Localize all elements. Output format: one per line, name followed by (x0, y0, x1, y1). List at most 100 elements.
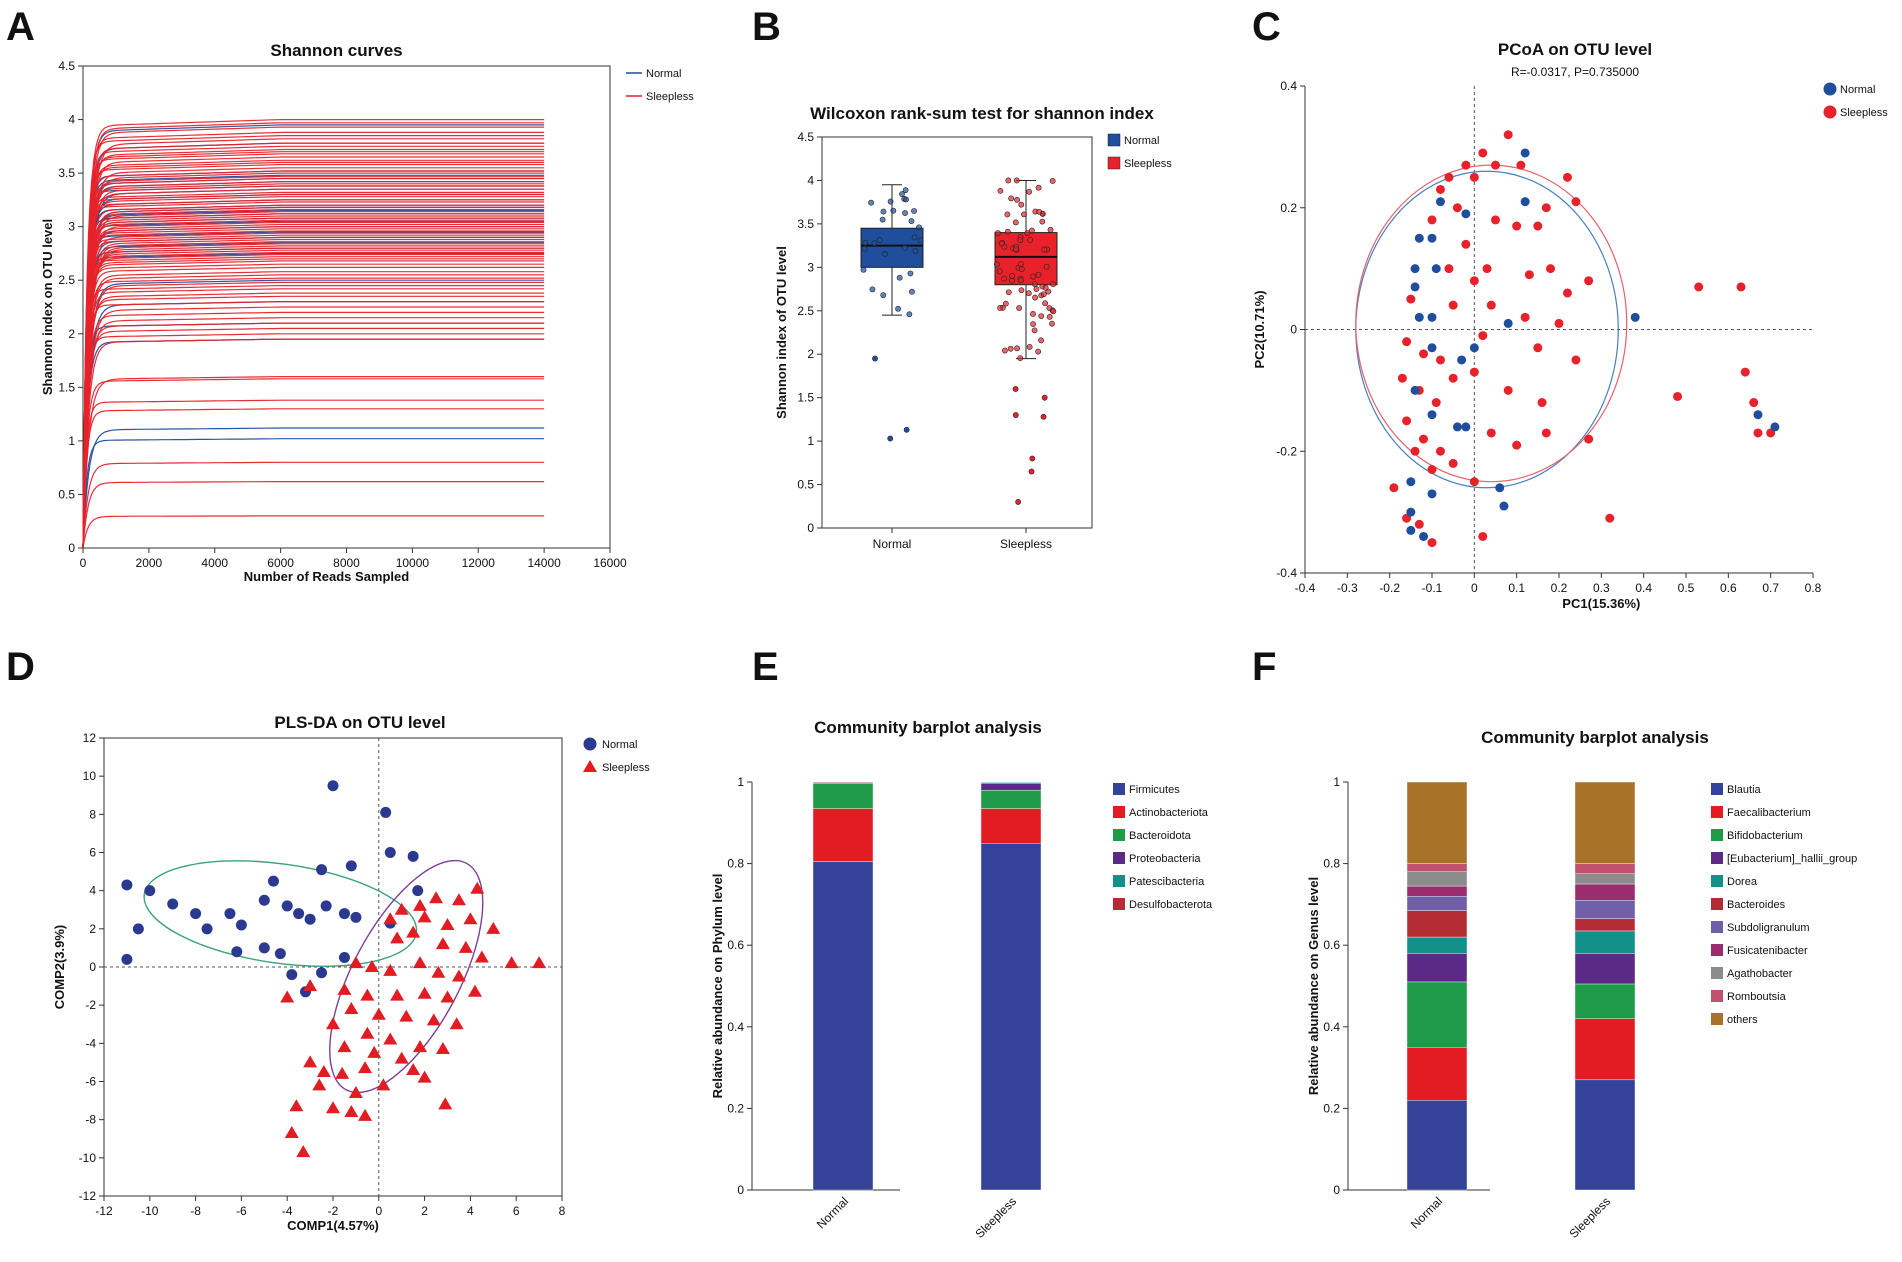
panel-d-point-sleepless (417, 910, 432, 923)
panel-b-outlier-sleepless (1012, 412, 1019, 418)
panel-a-curve-sleepless (82, 243, 545, 549)
panel-d-point-normal (412, 885, 424, 897)
panel-a-legend-label-normal: Normal (646, 68, 681, 80)
panel-d-point-normal (121, 879, 133, 891)
panel-b-ytick-label: 0.5 (797, 478, 814, 492)
panel-a-curve-sleepless (82, 177, 545, 549)
panel-d-point-sleepless (348, 956, 363, 969)
panel-d-point-sleepless (431, 965, 446, 978)
panel-c-point-normal (1431, 264, 1441, 274)
panel-d-point-normal (121, 953, 133, 965)
panel-d-point-sleepless (413, 956, 428, 969)
panel-d-xtick-label: -8 (190, 1204, 201, 1218)
panel-d-point-normal (293, 908, 305, 920)
panel-f-bar-segment (1574, 873, 1636, 885)
panel-b-point-sleepless (997, 187, 1004, 194)
panel-c-point-normal (1461, 422, 1471, 432)
panel-d-point-sleepless (417, 986, 432, 999)
panel-d-ytick-label: 10 (83, 769, 97, 783)
panel-b-point-sleepless (1040, 291, 1047, 298)
panel-c-point-sleepless (1605, 513, 1615, 523)
panel-b-point-normal (911, 208, 917, 214)
panel-e-bar-segment (980, 843, 1042, 1191)
panel-c-point-sleepless (1469, 172, 1479, 182)
panel-e-ytick-label: 1 (737, 775, 744, 789)
panel-f-bar-segment (1406, 1046, 1468, 1101)
panel-b-outlier-sleepless (1015, 499, 1022, 505)
panel-f-bar-segment (1406, 896, 1468, 911)
panel-d-xtick-label: 2 (421, 1204, 428, 1218)
panel-a-curve-sleepless (82, 408, 545, 549)
panel-e-bar-segment (812, 808, 874, 862)
panel-d-point-sleepless (371, 1007, 386, 1020)
panel-b-point-sleepless (1016, 305, 1023, 311)
panel-c-point-sleepless (1461, 239, 1471, 249)
panel-d-chart: PLS-DA on OTU level -12 -10 -8 -6 -4 -2 0 2 4 6 8 10… (52, 713, 650, 1233)
panel-b-point-sleepless (1035, 348, 1042, 355)
panel-a-curve-sleepless (82, 399, 545, 549)
panel-b-outlier-normal (872, 355, 878, 362)
panel-c-point-normal (1427, 343, 1437, 353)
panel-d-point-sleepless (284, 1126, 299, 1139)
panel-b-point-sleepless (1031, 281, 1038, 288)
panel-c-point-sleepless (1435, 446, 1445, 456)
panel-letter-d: D (6, 645, 35, 689)
panel-e-title: Community barplot analysis (814, 718, 1042, 737)
panel-c-point-sleepless (1389, 483, 1399, 493)
panel-e-legend-label: Patescibacteria (1129, 876, 1205, 888)
panel-b-point-normal (861, 245, 868, 252)
panel-b-point-sleepless (1041, 246, 1048, 253)
panel-d-ellipse-normal (143, 860, 418, 967)
panel-c-legend-marker-normal (1823, 82, 1837, 96)
panel-b-point-sleepless (1017, 237, 1024, 243)
panel-c-subtitle: R=-0.0317, P=0.735000 (1511, 65, 1639, 79)
panel-d-point-sleepless (326, 1101, 340, 1114)
panel-f-legend-swatch (1711, 944, 1723, 956)
panel-c-point-sleepless (1435, 355, 1445, 365)
panel-a-curve-sleepless (82, 311, 545, 549)
panel-a-curve-sleepless (82, 126, 545, 549)
panel-b-point-normal (876, 237, 883, 243)
panel-d-point-sleepless (376, 1078, 391, 1091)
panel-b-point-sleepless (1018, 287, 1025, 294)
panel-c-point-normal (1520, 148, 1530, 158)
panel-a-ytick-label: 0.5 (58, 487, 75, 501)
panel-a-curve-sleepless (82, 191, 545, 549)
panel-e-legend-swatch (1113, 875, 1125, 887)
panel-b-point-sleepless (1018, 277, 1024, 284)
panel-a-curve-sleepless (82, 292, 545, 549)
panel-d-point-sleepless (449, 1017, 464, 1030)
panel-b-ylabel: Shannon index of OTU level (774, 246, 789, 419)
panel-d-point-normal (281, 900, 293, 912)
panel-c-xtick-label: 0.8 (1805, 581, 1822, 595)
panel-c-point-normal (1435, 197, 1445, 207)
panel-f-bar-segment (1406, 981, 1468, 1048)
panel-b-point-sleepless (1029, 227, 1035, 234)
panel-c-point-sleepless (1448, 373, 1458, 383)
panel-e-ytick-label: 0.4 (727, 1020, 744, 1034)
panel-c-point-sleepless (1427, 538, 1437, 548)
panel-a-ylabel: Shannon index on OTU level (40, 219, 55, 395)
panel-a-curve-sleepless (82, 281, 545, 549)
panel-b-point-sleepless (1038, 313, 1045, 320)
panel-e-legend-swatch (1113, 852, 1125, 864)
panel-b-outlier-sleepless (1012, 386, 1019, 392)
panel-c-xtick-label: 0.2 (1551, 581, 1568, 595)
panel-b-point-sleepless (1049, 320, 1055, 327)
panel-letter-b: B (752, 5, 781, 49)
panel-d-point-sleepless (486, 921, 501, 934)
panel-d-point-sleepless (406, 1063, 421, 1076)
panel-c-ylabel: PC2(10.71%) (1252, 290, 1267, 368)
panel-d-point-sleepless (406, 925, 421, 938)
panel-c-point-sleepless (1431, 398, 1441, 408)
panel-c-point-sleepless (1533, 343, 1543, 353)
panel-c-point-normal (1410, 264, 1420, 274)
panel-c-point-sleepless (1427, 465, 1437, 475)
panel-d-point-sleepless (463, 912, 478, 925)
panel-f-legend-label: [Eubacterium]_hallii_group (1727, 853, 1857, 865)
panel-d-point-normal (320, 900, 332, 912)
panel-d-point-sleepless (383, 1032, 398, 1045)
panel-a-xtick-label: 12000 (462, 556, 496, 570)
panel-d-point-sleepless (344, 1105, 359, 1118)
